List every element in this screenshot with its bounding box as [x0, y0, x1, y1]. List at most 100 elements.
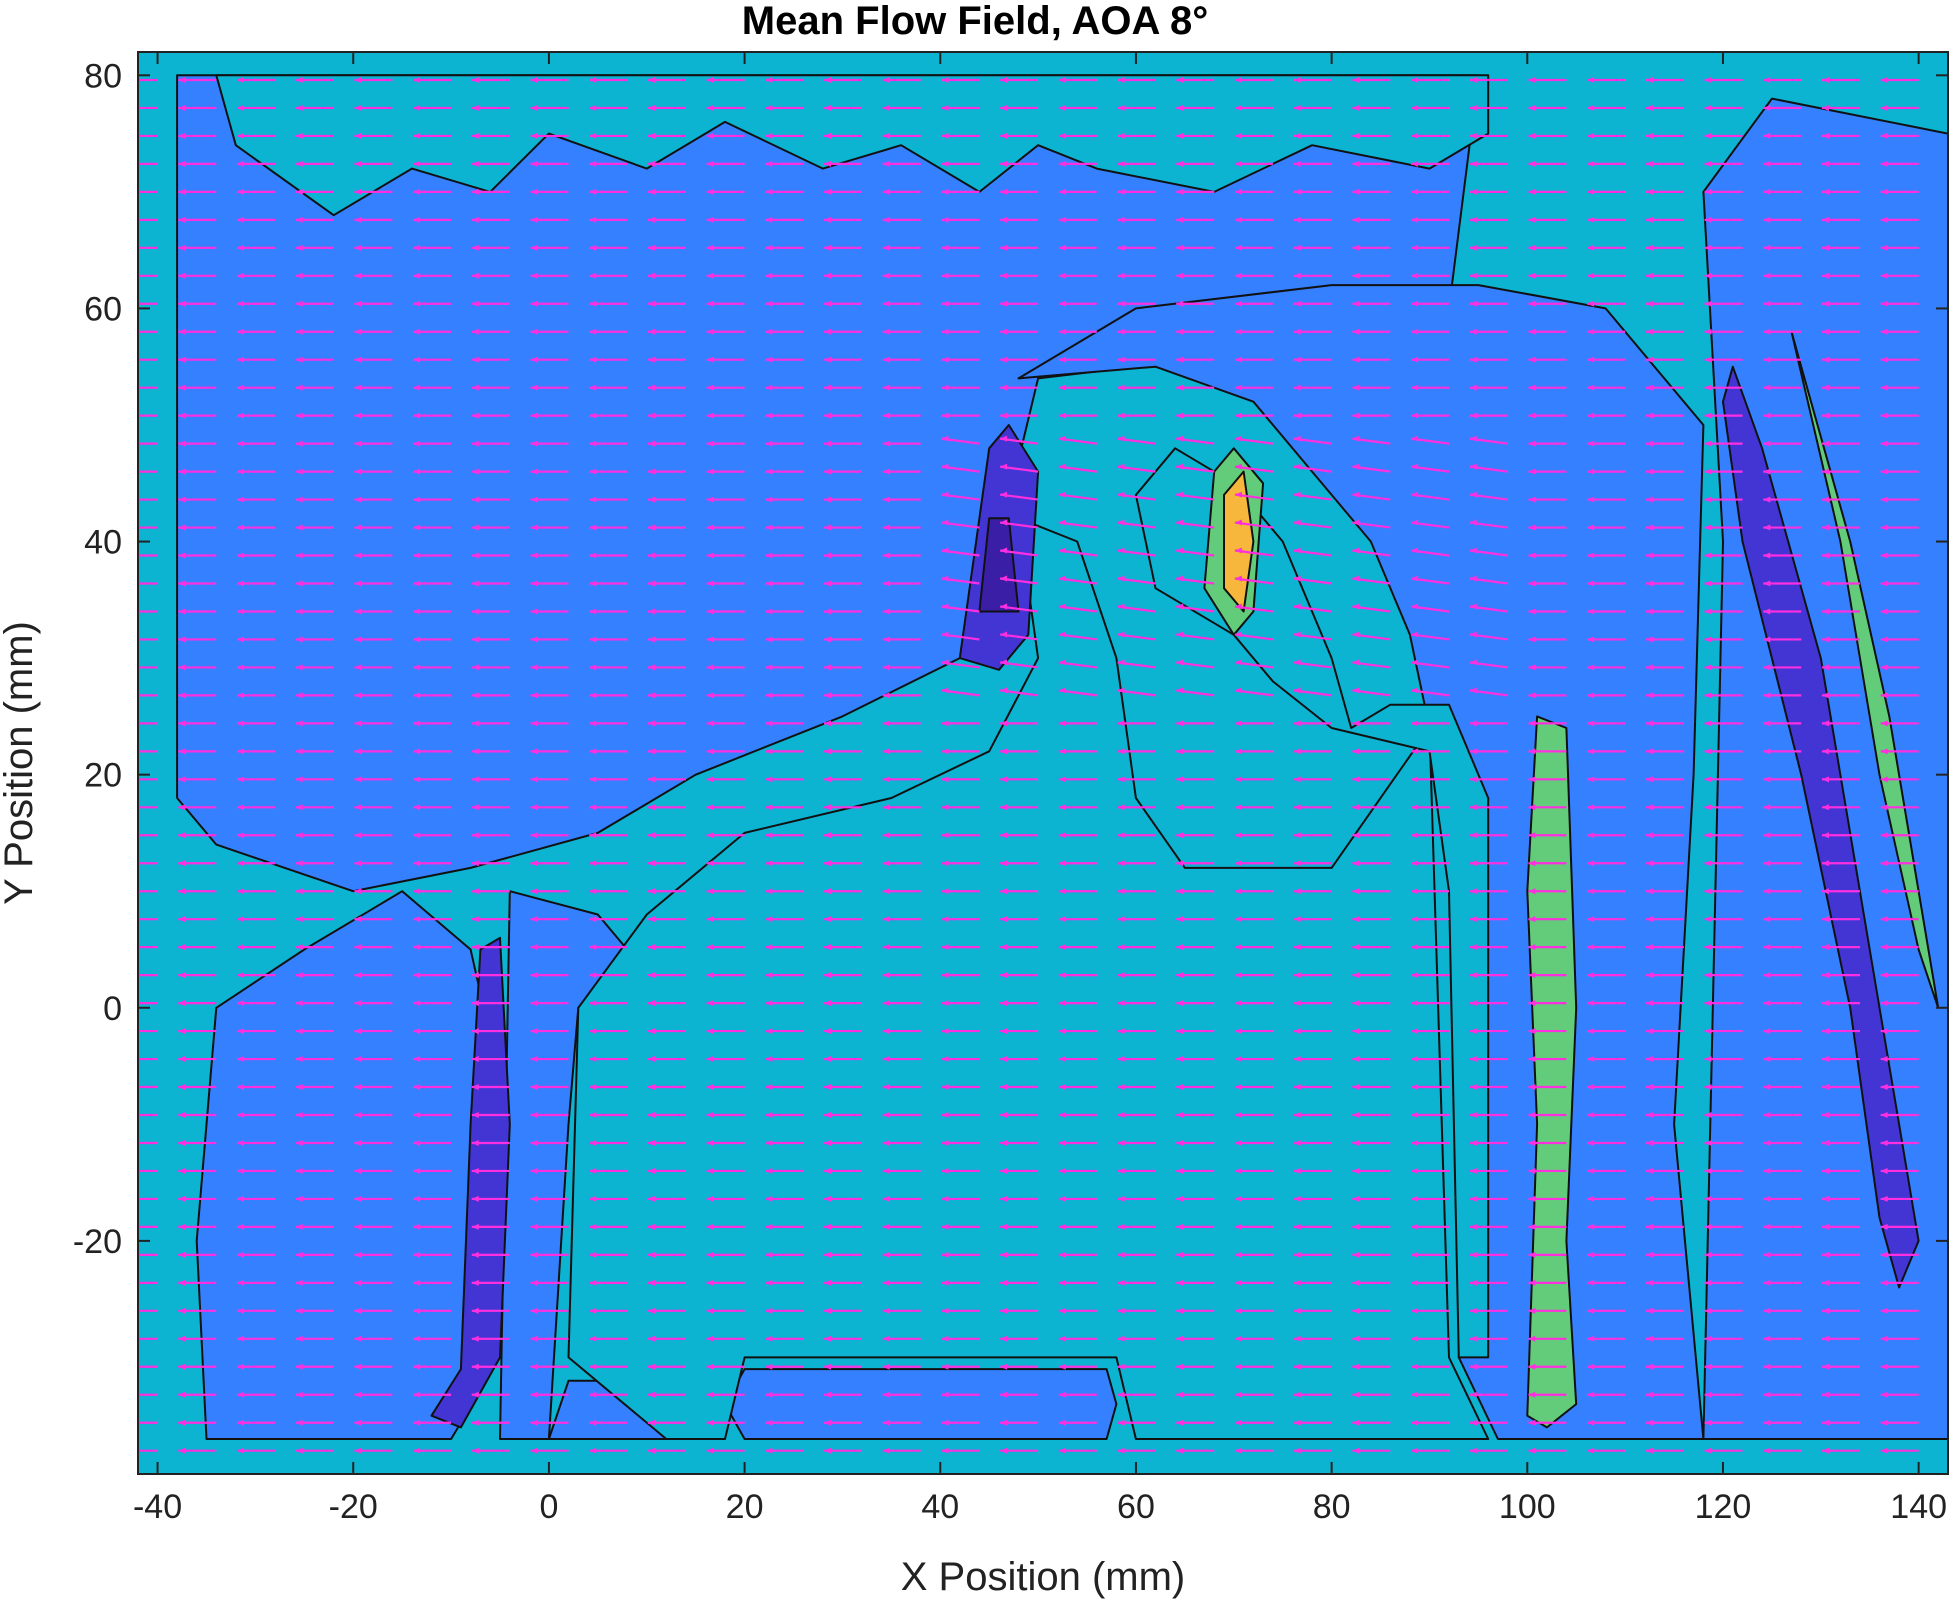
flow-vector	[1117, 1223, 1156, 1230]
flow-vector	[295, 1028, 334, 1035]
flow-vector	[413, 272, 452, 279]
flow-vector	[1117, 804, 1156, 811]
flow-vector	[1058, 104, 1097, 111]
x-axis-label: X Position (mm)	[901, 1555, 1186, 1599]
flow-vector	[1587, 664, 1626, 671]
flow-vector	[589, 972, 628, 979]
flow-vector	[1234, 160, 1273, 167]
flow-vector	[1058, 1056, 1097, 1063]
flow-vector	[413, 1363, 452, 1370]
flow-vector	[1528, 748, 1567, 755]
flow-vector	[471, 1028, 510, 1035]
flow-vector	[706, 860, 745, 867]
flow-vector	[706, 216, 745, 223]
flow-vector	[1352, 687, 1391, 697]
flow-vector	[1821, 972, 1860, 979]
flow-vector	[1234, 1447, 1273, 1454]
flow-vector	[295, 776, 334, 783]
flow-vector	[1821, 1391, 1860, 1398]
flow-vector	[295, 132, 334, 139]
flow-vector	[354, 412, 393, 419]
flow-vector	[647, 76, 686, 83]
flow-vector	[178, 888, 217, 895]
flow-vector	[1117, 216, 1156, 223]
flow-vector	[824, 328, 862, 335]
flow-vector	[1117, 916, 1156, 923]
flow-vector	[765, 188, 804, 195]
x-tick-label: 40	[921, 1488, 959, 1526]
flow-vector	[999, 463, 1039, 473]
flow-vector	[413, 244, 452, 251]
flow-vector	[1000, 1028, 1039, 1035]
flow-vector	[1645, 1000, 1684, 1007]
chart-title: Mean Flow Field, AOA 8°	[742, 0, 1208, 43]
flow-vector	[647, 104, 686, 111]
flow-vector	[1469, 1307, 1508, 1314]
flow-vector	[1469, 547, 1508, 557]
flow-vector	[295, 804, 334, 811]
flow-vector	[824, 636, 862, 643]
flow-vector	[765, 832, 804, 839]
flow-vector	[1293, 272, 1332, 279]
flow-vector	[530, 1084, 569, 1091]
flow-vector	[471, 748, 510, 755]
flow-vector	[1821, 608, 1860, 615]
flow-vector	[765, 272, 804, 279]
flow-vector	[413, 1139, 452, 1146]
flow-vector	[882, 1335, 921, 1342]
flow-vector	[236, 1419, 275, 1426]
flow-vector	[1117, 1084, 1156, 1091]
flow-vector	[999, 491, 1039, 501]
flow-vector	[1410, 687, 1450, 697]
flow-vector	[1293, 328, 1332, 335]
flow-vector	[882, 272, 921, 279]
flow-vector	[882, 748, 921, 755]
flow-vector	[1352, 1447, 1391, 1454]
flow-vector	[236, 496, 275, 503]
flow-vector	[295, 384, 334, 391]
flow-vector	[471, 776, 510, 783]
flow-vector	[1000, 776, 1039, 783]
flow-vector	[589, 496, 628, 503]
flow-vector	[706, 1307, 745, 1314]
flow-vector	[824, 524, 862, 531]
flow-vector	[471, 552, 510, 559]
flow-vector	[824, 1391, 862, 1398]
flow-vector	[1645, 1419, 1684, 1426]
flow-vector	[530, 1251, 569, 1258]
flow-vector	[1587, 1195, 1626, 1202]
flow-vector	[1821, 1251, 1860, 1258]
flow-vector	[1117, 244, 1156, 251]
flow-vector	[765, 692, 804, 699]
flow-vector	[1000, 1251, 1039, 1258]
flow-vector	[1469, 132, 1508, 139]
flow-vector	[295, 720, 334, 727]
flow-vector	[1000, 132, 1039, 139]
flow-vector	[354, 1251, 393, 1258]
flow-vector	[941, 1391, 980, 1398]
flow-vector	[1058, 804, 1097, 811]
flow-vector	[1645, 1028, 1684, 1035]
flow-vector	[882, 132, 921, 139]
flow-vector	[1058, 463, 1097, 473]
flow-vector	[413, 524, 452, 531]
flow-vector	[178, 860, 217, 867]
flow-vector	[1821, 916, 1860, 923]
flow-vector	[1411, 1419, 1450, 1426]
flow-vector	[530, 104, 569, 111]
flow-vector	[1176, 519, 1215, 529]
flow-vector	[1645, 860, 1684, 867]
flow-vector	[765, 468, 804, 475]
flow-vector	[647, 300, 686, 307]
flow-vector	[1234, 1195, 1273, 1202]
flow-vector	[530, 636, 569, 643]
flow-vector	[1411, 720, 1450, 727]
flow-vector	[941, 435, 980, 445]
flow-vector	[295, 356, 334, 363]
flow-vector	[589, 440, 628, 447]
flow-vector	[1528, 244, 1567, 251]
flow-vector	[1880, 1251, 1919, 1258]
flow-vector	[295, 188, 334, 195]
flow-vector	[295, 104, 334, 111]
flow-vector	[1821, 832, 1860, 839]
